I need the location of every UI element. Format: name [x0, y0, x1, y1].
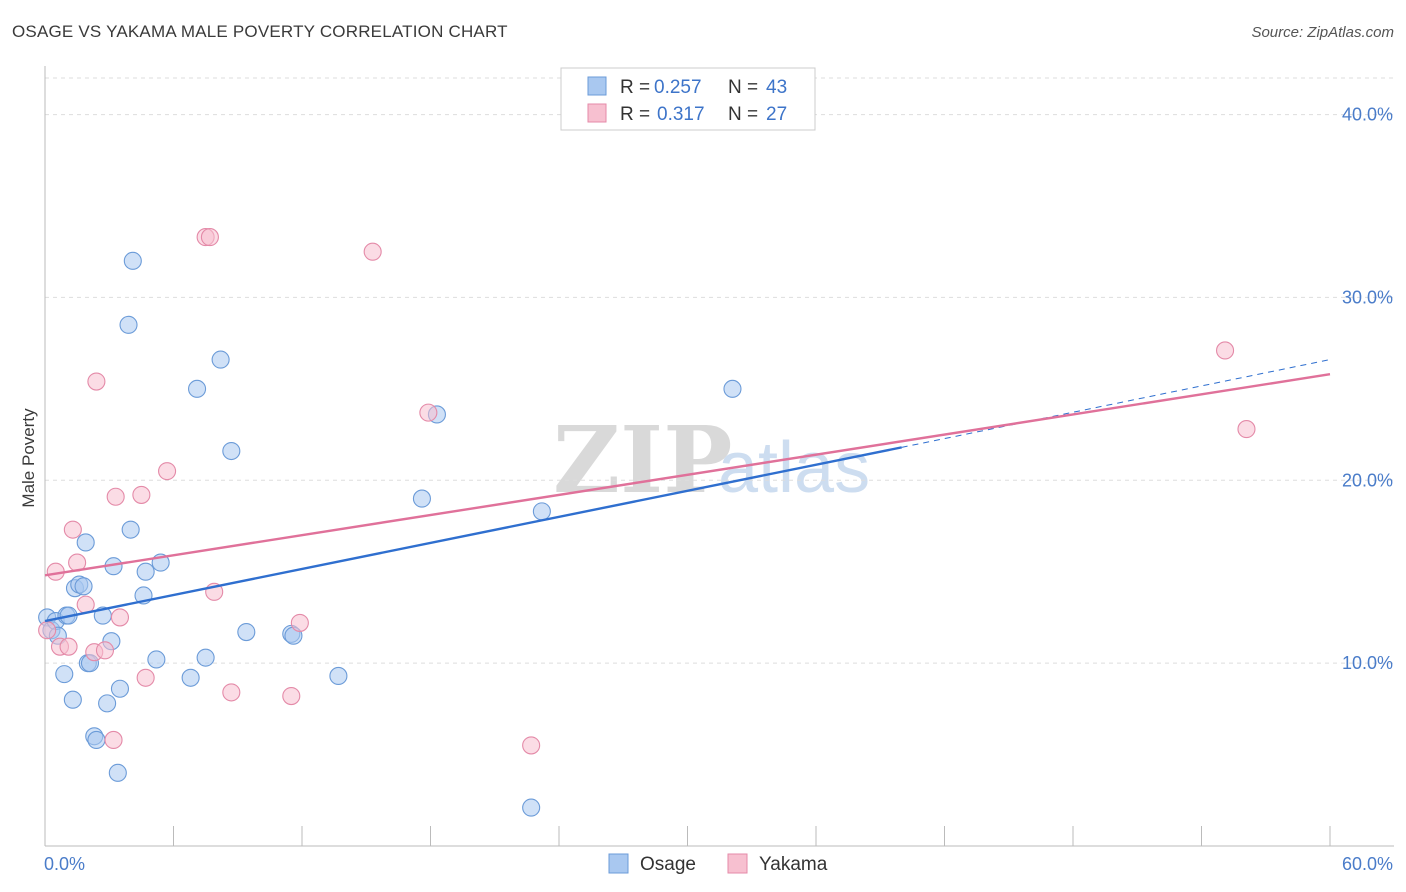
osage-point	[181, 668, 200, 687]
osage-trend-line	[44, 446, 902, 623]
bottom-legend-swatch-yakama	[727, 853, 748, 874]
yakama-point	[104, 730, 123, 749]
osage-point	[723, 379, 742, 398]
yakama-points	[38, 228, 1256, 755]
osage-point	[329, 666, 348, 685]
osage-point	[412, 489, 431, 508]
yakama-point	[1216, 341, 1235, 360]
legend-r-value-osage: 0.257	[654, 77, 702, 98]
yakama-trend-line	[44, 373, 1331, 577]
osage-point	[522, 798, 541, 817]
osage-point	[87, 730, 106, 749]
yakama-point	[59, 637, 78, 656]
legend-n-label-osage: N =	[728, 77, 758, 98]
y-tick-label: 10.0%	[1342, 653, 1393, 673]
y-tick-label: 40.0%	[1342, 105, 1393, 125]
chart-title: OSAGE VS YAKAMA MALE POVERTY CORRELATION…	[12, 22, 508, 41]
yakama-point	[132, 485, 151, 504]
legend-r-label-yakama: R =	[620, 104, 650, 125]
x-tick-label: 0.0%	[44, 854, 85, 874]
bottom-legend-swatch-osage	[608, 853, 629, 874]
tick-labels: 10.0% 20.0% 30.0% 40.0% 0.0% 60.0%	[44, 105, 1393, 874]
series-legend: Osage Yakama	[608, 853, 828, 875]
gridlines	[45, 77, 1394, 664]
osage-point	[63, 690, 82, 709]
osage-point	[123, 251, 142, 270]
osage-point	[55, 665, 74, 684]
yakama-point	[38, 621, 57, 640]
legend-r-label-osage: R =	[620, 77, 650, 98]
legend-r-value-yakama: 0.317	[657, 104, 705, 125]
yakama-point	[282, 687, 301, 706]
bottom-legend-label-yakama: Yakama	[759, 854, 828, 875]
osage-point	[76, 533, 95, 552]
yakama-point	[158, 462, 177, 481]
y-tick-label: 30.0%	[1342, 287, 1393, 307]
correlation-legend: R = 0.257 N = 43 R = 0.317 N = 27	[560, 67, 816, 131]
osage-point	[147, 650, 166, 669]
osage-points	[38, 251, 742, 817]
yakama-point	[110, 608, 130, 627]
osage-point	[74, 577, 93, 596]
yakama-point	[363, 242, 382, 261]
yakama-point	[200, 228, 219, 247]
yakama-point	[1237, 420, 1256, 439]
yakama-point	[106, 487, 125, 506]
yakama-point	[95, 641, 115, 660]
osage-point	[121, 520, 140, 539]
bottom-legend-label-osage: Osage	[640, 854, 696, 875]
yakama-point	[63, 520, 82, 539]
legend-n-label-yakama: N =	[728, 104, 758, 125]
yakama-point	[222, 683, 241, 702]
osage-point	[222, 441, 241, 461]
legend-n-value-yakama: 27	[766, 104, 787, 125]
y-tick-label: 20.0%	[1342, 470, 1393, 490]
legend-swatch-yakama	[587, 103, 607, 123]
osage-point	[237, 623, 256, 642]
yakama-point	[136, 668, 155, 687]
x-tick-label: 60.0%	[1342, 854, 1393, 874]
yakama-point	[87, 372, 106, 391]
osage-point	[110, 679, 130, 698]
legend-swatch-osage	[587, 76, 607, 96]
osage-point	[136, 562, 155, 581]
legend-n-value-osage: 43	[766, 77, 787, 98]
yakama-point	[522, 736, 541, 755]
osage-point	[108, 763, 127, 782]
osage-point	[211, 350, 230, 369]
osage-point	[532, 502, 551, 521]
trend-lines	[44, 359, 1331, 623]
osage-point	[196, 648, 215, 667]
osage-trend-extension	[901, 359, 1331, 448]
osage-point	[119, 315, 138, 334]
y-axis-label: Male Poverty	[19, 408, 38, 508]
yakama-point	[290, 613, 309, 632]
yakama-point	[419, 403, 438, 422]
source-credit: Source: ZipAtlas.com	[1251, 24, 1394, 41]
osage-point	[188, 379, 207, 398]
axes	[44, 66, 1394, 847]
osage-point	[98, 694, 117, 713]
watermark-zip: ZIP	[553, 406, 732, 514]
